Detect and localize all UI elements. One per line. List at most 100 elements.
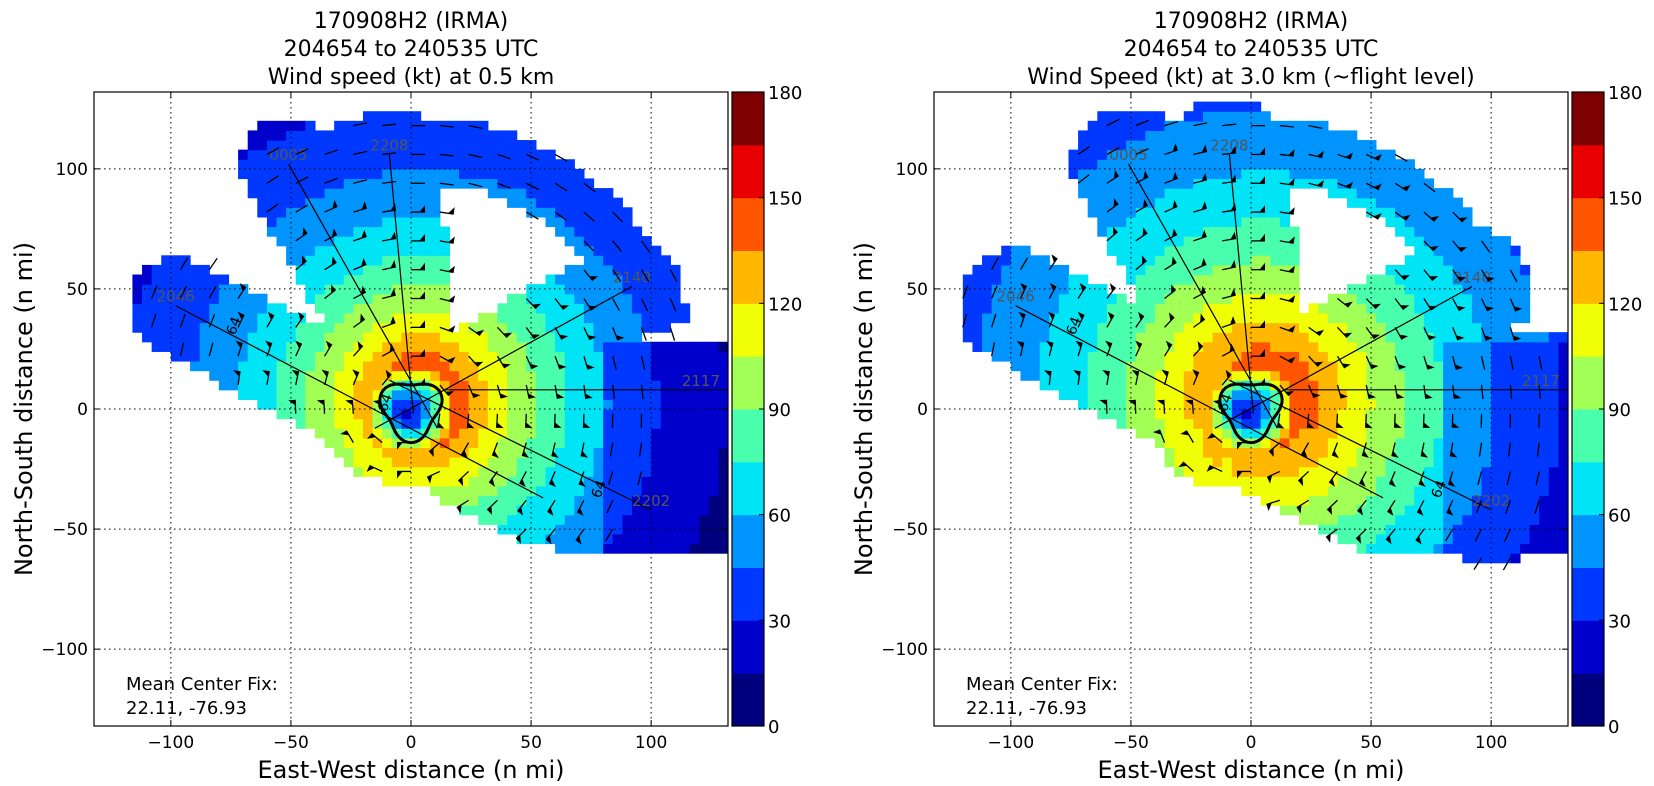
wind-cell bbox=[516, 168, 527, 180]
wind-cell bbox=[180, 332, 191, 343]
wind-cell bbox=[1385, 159, 1396, 170]
wind-cell bbox=[247, 341, 258, 352]
wind-cell bbox=[218, 274, 230, 285]
wind-cell bbox=[439, 495, 451, 506]
wind-cell bbox=[612, 216, 623, 228]
wind-cell bbox=[334, 447, 345, 458]
wind-cell bbox=[1433, 332, 1444, 343]
wind-cell bbox=[507, 466, 518, 477]
wind-barb-flag bbox=[332, 228, 337, 238]
wind-cell bbox=[1145, 168, 1156, 180]
wind-cell bbox=[1318, 130, 1329, 141]
wind-cell bbox=[564, 514, 575, 525]
wind-cell bbox=[1452, 293, 1463, 304]
wind-cell bbox=[411, 476, 422, 487]
wind-cell bbox=[314, 370, 326, 381]
wind-barb-shaft bbox=[353, 122, 368, 127]
wind-cell bbox=[1241, 149, 1252, 160]
wind-barb-flag bbox=[1259, 205, 1265, 213]
wind-cell bbox=[651, 457, 662, 468]
wind-cell bbox=[266, 226, 278, 237]
wind-cell bbox=[516, 485, 527, 497]
wind-cell bbox=[583, 505, 595, 516]
wind-cell bbox=[545, 437, 556, 449]
wind-barb-flag bbox=[1288, 178, 1295, 186]
wind-cell bbox=[1481, 245, 1492, 256]
wind-cell bbox=[334, 264, 345, 276]
wind-cell bbox=[526, 389, 537, 400]
wind-cell bbox=[497, 178, 508, 189]
wind-cell bbox=[1539, 360, 1550, 372]
wind-cell bbox=[372, 188, 383, 199]
wind-cell bbox=[962, 303, 974, 314]
wind-cell bbox=[574, 409, 585, 420]
wind-cell bbox=[1222, 293, 1233, 304]
wind-cell bbox=[1433, 197, 1444, 208]
wind-cell bbox=[1039, 293, 1050, 304]
wind-cell bbox=[468, 322, 479, 333]
wind-cell bbox=[1135, 341, 1146, 352]
wind-cell bbox=[478, 457, 489, 468]
wind-cell bbox=[1260, 245, 1271, 256]
wind-cell bbox=[1452, 216, 1463, 228]
wind-barb-shaft bbox=[1135, 343, 1143, 357]
wind-barb-shaft bbox=[669, 298, 677, 312]
wind-cell bbox=[353, 447, 364, 458]
wind-cell bbox=[1279, 274, 1291, 285]
wind-barb-flag bbox=[447, 356, 456, 363]
wind-cell bbox=[314, 178, 326, 189]
wind-cell bbox=[583, 255, 595, 266]
wind-cell bbox=[1510, 457, 1521, 468]
wind-cell bbox=[353, 120, 364, 132]
wind-cell bbox=[1462, 264, 1473, 276]
wind-cell bbox=[276, 341, 287, 352]
wind-cell bbox=[1433, 524, 1444, 535]
wind-cell bbox=[478, 380, 489, 391]
wind-cell bbox=[1327, 351, 1339, 362]
wind-cell bbox=[372, 274, 383, 285]
wind-cell bbox=[1212, 341, 1223, 352]
wind-cell bbox=[1529, 389, 1540, 400]
wind-cell bbox=[651, 322, 662, 333]
wind-cell bbox=[1289, 293, 1300, 304]
wind-cell bbox=[1260, 370, 1271, 381]
wind-cell bbox=[1183, 207, 1194, 218]
wind-cell bbox=[1462, 245, 1473, 256]
wind-cell bbox=[641, 360, 652, 372]
wind-cell bbox=[1375, 370, 1387, 381]
wind-cell bbox=[699, 447, 710, 458]
wind-barb-flag bbox=[467, 422, 475, 429]
wind-barb-shaft bbox=[1077, 286, 1087, 299]
wind-cell bbox=[670, 399, 681, 410]
wind-barb-shaft bbox=[1538, 356, 1543, 371]
wind-cell bbox=[1375, 360, 1387, 372]
wind-cell bbox=[689, 418, 700, 429]
wind-cell bbox=[526, 351, 537, 362]
wind-cell bbox=[1020, 341, 1031, 352]
wind-cell bbox=[564, 303, 575, 314]
wind-cell bbox=[1126, 245, 1137, 256]
wind-cell bbox=[1270, 312, 1281, 324]
wind-cell bbox=[1395, 226, 1406, 237]
wind-cell bbox=[1241, 303, 1252, 314]
wind-cell bbox=[1347, 409, 1358, 420]
wind-cell bbox=[1548, 457, 1559, 468]
wind-cell bbox=[1126, 351, 1137, 362]
wind-cell bbox=[1260, 226, 1271, 237]
wind-cell bbox=[276, 207, 287, 218]
wind-cell bbox=[1327, 514, 1339, 525]
wind-barb-flag bbox=[475, 329, 485, 336]
wind-cell bbox=[1375, 514, 1387, 525]
wind-cell bbox=[1395, 341, 1406, 352]
wind-cell bbox=[1145, 255, 1156, 266]
wind-cell bbox=[1500, 322, 1511, 333]
wind-cell bbox=[1116, 351, 1127, 362]
wind-barb-flag bbox=[1288, 236, 1295, 244]
wind-cell bbox=[1452, 322, 1463, 333]
wind-cell bbox=[1404, 293, 1415, 304]
colorbar-tick-label: 180 bbox=[1608, 83, 1642, 104]
wind-cell bbox=[535, 303, 547, 314]
wind-cell bbox=[1395, 303, 1406, 314]
wind-cell bbox=[526, 341, 537, 352]
wind-cell bbox=[1375, 447, 1387, 458]
